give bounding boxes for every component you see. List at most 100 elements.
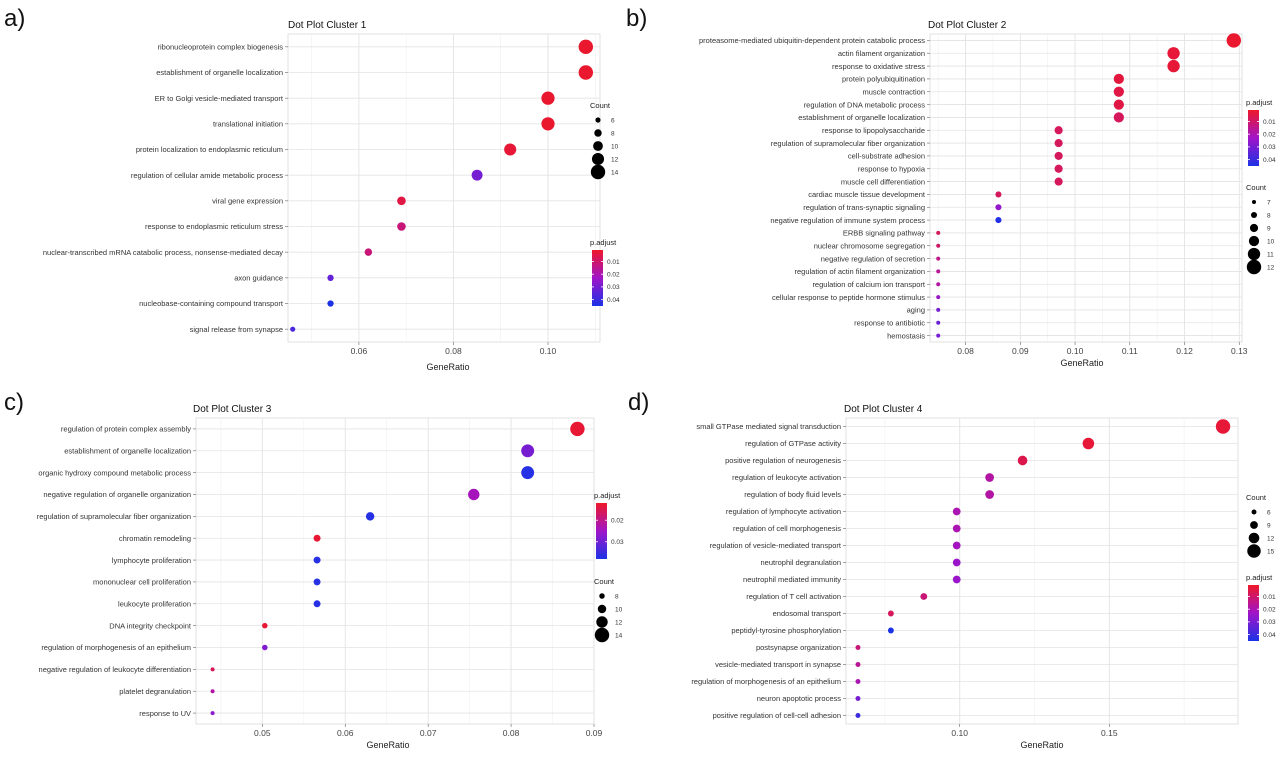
size-legend-label: 12	[611, 156, 619, 163]
size-legend-dot	[599, 593, 605, 599]
size-legend-label: 7	[1267, 199, 1271, 206]
size-legend-label: 6	[1267, 509, 1271, 516]
y-tick-label: protein localization to endoplasmic reti…	[136, 145, 283, 154]
y-tick-label: regulation of calcium ion transport	[812, 280, 925, 289]
x-tick-label: 0.06	[337, 728, 354, 738]
y-tick-label: DNA integrity checkpoint	[109, 621, 192, 630]
x-axis-label: GeneRatio	[1020, 740, 1063, 750]
color-legend-title: p.adjust	[1246, 98, 1273, 107]
data-point	[468, 488, 480, 501]
data-point	[1226, 33, 1241, 48]
size-legend-dot	[590, 164, 606, 180]
y-tick-label: regulation of morphogenesis of an epithe…	[691, 677, 841, 686]
data-point	[995, 204, 1002, 211]
panel-b: b) Dot Plot Cluster 2proteasome-mediated …	[626, 5, 1276, 368]
color-legend-label: 0.04	[1263, 632, 1276, 639]
color-legend-bar	[1248, 585, 1259, 641]
y-tick-label: proteasome-mediated ubiquitin-dependent …	[699, 36, 925, 45]
data-point	[504, 143, 517, 156]
y-tick-label: neutrophil mediated immunity	[743, 575, 841, 584]
panel-label: c)	[4, 389, 24, 416]
data-point	[985, 473, 994, 482]
size-legend-label: 15	[1267, 548, 1275, 555]
y-tick-label: vesicle-mediated transport in synapse	[715, 660, 841, 669]
data-point	[1082, 437, 1095, 450]
data-point	[210, 667, 215, 672]
chart-title: Dot Plot Cluster 4	[844, 404, 923, 415]
size-legend-dot	[1250, 521, 1258, 529]
size-legend-dot	[1247, 247, 1261, 261]
y-tick-label: regulation of supramolecular fiber organ…	[771, 139, 925, 148]
x-tick-label: 0.15	[1101, 728, 1118, 738]
size-legend-label: 9	[1267, 522, 1271, 529]
y-tick-label: ER to Golgi vesicle-mediated transport	[155, 94, 284, 103]
data-point	[578, 39, 594, 55]
color-legend-bar	[596, 503, 607, 559]
y-tick-label: response to endoplasmic reticulum stress	[145, 222, 283, 231]
data-point	[936, 320, 941, 325]
size-legend-dot	[595, 117, 601, 123]
size-legend-dot	[591, 152, 605, 166]
data-point	[262, 622, 268, 629]
panel-label: b)	[626, 5, 647, 32]
y-tick-label: response to antibiotic	[854, 318, 925, 327]
size-legend-label: 8	[615, 593, 619, 600]
color-legend-label: 0.03	[611, 539, 624, 546]
y-tick-label: positive regulation of neurogenesis	[725, 456, 841, 465]
y-tick-label: regulation of supramolecular fiber organ…	[37, 512, 191, 521]
data-point	[995, 191, 1002, 198]
data-point	[1215, 419, 1231, 434]
size-legend-dot	[1249, 223, 1259, 233]
panel-c: c) Dot Plot Cluster 3 regulation of protei…	[4, 389, 624, 750]
data-point	[920, 593, 928, 600]
y-tick-label: organic hydroxy compound metabolic proce…	[38, 468, 191, 477]
size-legend-label: 10	[611, 143, 619, 150]
y-tick-label: regulation of T cell activation	[746, 592, 841, 601]
x-tick-label: 0.09	[586, 728, 603, 738]
data-point	[887, 610, 894, 617]
data-point	[1054, 139, 1063, 148]
y-tick-label: response to lipopolysaccharide	[822, 126, 925, 135]
data-point	[570, 421, 585, 437]
data-point	[210, 689, 215, 694]
color-legend-bar	[592, 250, 603, 306]
y-tick-label: negative regulation of secretion	[821, 254, 925, 263]
data-point	[1113, 86, 1124, 97]
size-legend-dot	[594, 627, 610, 643]
y-tick-label: regulation of morphogenesis of an epithe…	[41, 643, 191, 652]
x-tick-label: 0.09	[1012, 346, 1029, 356]
data-point	[985, 490, 994, 499]
x-tick-label: 0.12	[1176, 346, 1193, 356]
size-legend-label: 12	[1267, 264, 1275, 271]
data-point	[855, 679, 861, 684]
data-point	[541, 91, 555, 105]
y-tick-label: regulation of protein complex assembly	[61, 425, 191, 434]
y-tick-label: regulation of trans-synaptic signaling	[803, 203, 925, 212]
plot-area	[287, 33, 601, 343]
y-tick-label: small GTPase mediated signal transductio…	[696, 422, 841, 431]
x-tick-label: 0.08	[445, 346, 462, 356]
x-tick-label: 0.05	[254, 728, 271, 738]
y-tick-label: signal release from synapse	[190, 325, 283, 334]
size-legend-label: 10	[615, 606, 623, 613]
x-tick-label: 0.08	[957, 346, 974, 356]
y-tick-label: establishment of organelle localization	[156, 68, 283, 77]
size-legend-dot	[1250, 211, 1258, 219]
data-point	[521, 466, 535, 480]
data-point	[313, 556, 321, 564]
y-tick-label: regulation of GTPase activity	[745, 439, 841, 448]
data-point	[887, 627, 894, 634]
data-point	[521, 444, 535, 458]
size-legend-label: 8	[611, 130, 615, 137]
size-legend-dot	[1252, 200, 1256, 204]
y-tick-label: muscle cell differentiation	[841, 177, 925, 186]
data-point	[936, 256, 941, 261]
data-point	[855, 696, 861, 701]
data-point	[210, 711, 215, 716]
data-point	[855, 645, 861, 650]
size-legend-label: 9	[1267, 225, 1271, 232]
data-point	[936, 230, 941, 235]
y-tick-label: regulation of lymphocyte activation	[726, 507, 841, 516]
data-point	[952, 558, 961, 567]
